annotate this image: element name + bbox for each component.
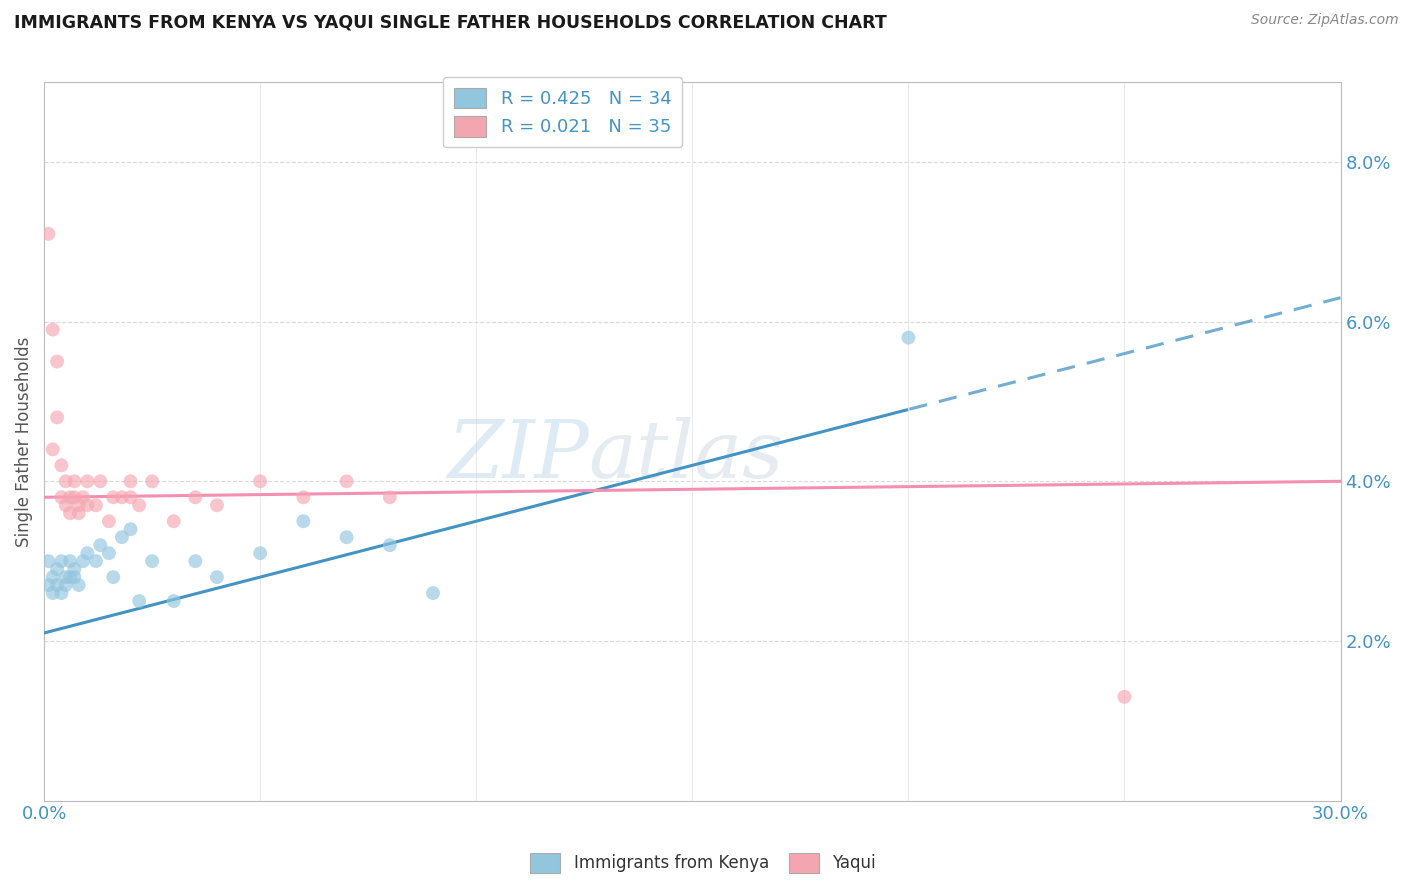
Point [37,227,59,241]
Point [55,498,77,512]
Point [72,554,94,568]
Point [67,578,90,592]
Point [120,490,142,504]
Point [120,522,142,536]
Point [59,554,82,568]
Point [292,514,315,528]
Point [59,570,82,584]
Point [897,330,920,344]
Point [59,490,82,504]
Point [46,354,69,368]
Point [184,490,207,504]
Point [111,530,134,544]
Point [42,586,65,600]
Point [128,594,150,608]
Point [37,578,59,592]
Text: IMMIGRANTS FROM KENYA VS YAQUI SINGLE FATHER HOUSEHOLDS CORRELATION CHART: IMMIGRANTS FROM KENYA VS YAQUI SINGLE FA… [14,13,887,31]
Point [63,570,86,584]
Point [63,490,86,504]
Point [51,586,73,600]
Point [111,490,134,504]
Point [72,490,94,504]
Point [97,514,120,528]
Point [1114,690,1136,704]
Point [46,578,69,592]
Point [67,506,90,520]
Point [422,586,444,600]
Point [51,554,73,568]
Legend: R = 0.425   N = 34, R = 0.021   N = 35: R = 0.425 N = 34, R = 0.021 N = 35 [443,77,682,147]
Point [97,546,120,560]
Text: Source: ZipAtlas.com: Source: ZipAtlas.com [1251,13,1399,28]
Point [42,323,65,337]
Point [103,570,125,584]
Point [59,506,82,520]
Point [76,475,98,489]
Point [76,498,98,512]
Point [37,554,59,568]
Point [63,562,86,576]
Point [84,554,107,568]
Point [292,490,315,504]
Point [63,475,86,489]
Point [336,475,359,489]
Point [336,530,359,544]
Point [89,538,111,552]
Point [141,554,163,568]
Point [205,570,228,584]
Point [141,475,163,489]
Point [42,570,65,584]
Point [249,475,271,489]
Point [378,538,401,552]
Point [84,498,107,512]
Text: atlas: atlas [589,417,785,494]
Text: ZIP: ZIP [447,417,589,494]
Point [76,546,98,560]
Point [120,475,142,489]
Point [103,490,125,504]
Point [184,554,207,568]
Point [89,475,111,489]
Point [205,498,228,512]
Point [249,546,271,560]
Point [46,562,69,576]
Point [51,458,73,473]
Point [67,498,90,512]
Point [378,490,401,504]
Point [46,410,69,425]
Point [55,475,77,489]
Point [55,570,77,584]
Y-axis label: Single Father Households: Single Father Households [15,336,32,547]
Legend: Immigrants from Kenya, Yaqui: Immigrants from Kenya, Yaqui [523,847,883,880]
Point [51,490,73,504]
Point [128,498,150,512]
Point [163,514,186,528]
Point [163,594,186,608]
Point [55,578,77,592]
Point [42,442,65,457]
